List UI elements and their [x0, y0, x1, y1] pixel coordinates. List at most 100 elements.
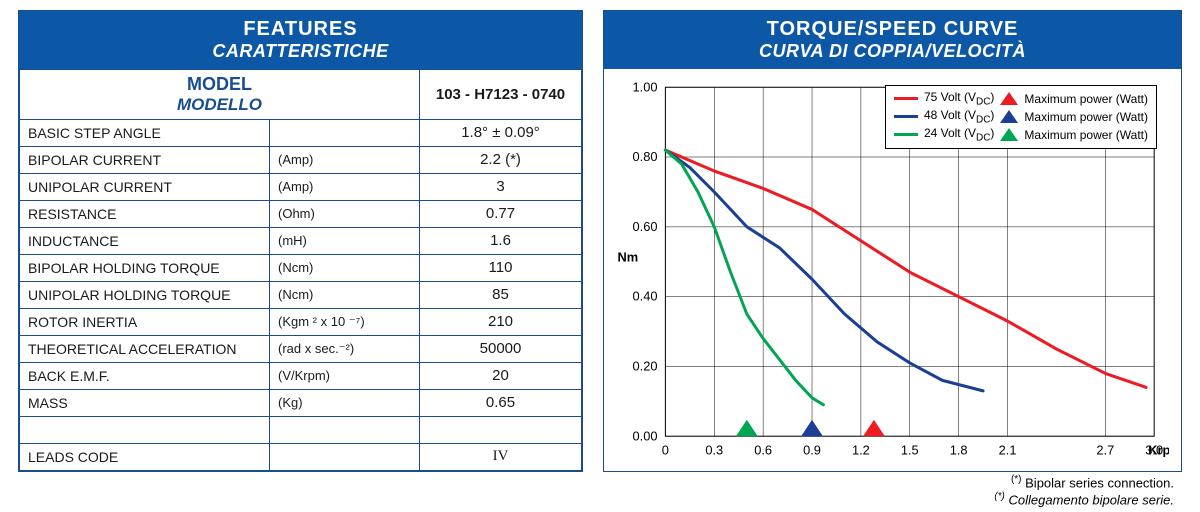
param-name: INDUCTANCE [20, 227, 270, 254]
features-table: MODEL MODELLO 103 - H7123 - 0740 BASIC S… [19, 69, 582, 471]
param-name: ROTOR INERTIA [20, 308, 270, 335]
param-value: 210 [420, 308, 582, 335]
param-value: 85 [420, 281, 582, 308]
footnote-it: Collegamento bipolare serie. [1009, 493, 1174, 508]
table-row: INDUCTANCE(mH)1.6 [20, 227, 582, 254]
param-name: UNIPOLAR HOLDING TORQUE [20, 281, 270, 308]
legend-triangle-icon [1000, 110, 1018, 123]
legend-row: 24 Volt (VDC) Maximum power (Watt) [894, 126, 1148, 144]
param-name: LEADS CODE [20, 443, 270, 470]
footnotes: (*) Bipolar series connection. (*) Colle… [18, 472, 1182, 509]
param-unit: (Amp) [270, 146, 420, 173]
table-row: THEORETICAL ACCELERATION(rad x sec.⁻²)50… [20, 335, 582, 362]
param-unit [270, 119, 420, 146]
model-label-it: MODELLO [20, 95, 419, 115]
legend-line-label: 48 Volt (VDC) [924, 108, 994, 125]
param-value: IV [420, 443, 582, 470]
param-name: RESISTANCE [20, 200, 270, 227]
svg-text:0: 0 [662, 442, 669, 457]
param-unit: (Ncm) [270, 281, 420, 308]
param-name: BACK E.M.F. [20, 362, 270, 389]
param-name: BASIC STEP ANGLE [20, 119, 270, 146]
param-unit: (Ohm) [270, 200, 420, 227]
param-unit: (Ncm) [270, 254, 420, 281]
legend-triangle-icon [1000, 128, 1018, 141]
legend-line-swatch [894, 97, 918, 100]
svg-text:0.80: 0.80 [633, 149, 658, 164]
param-value: 20 [420, 362, 582, 389]
param-value: 1.8° ± 0.09° [420, 119, 582, 146]
param-unit [270, 443, 420, 470]
svg-text:1.00: 1.00 [633, 79, 658, 94]
svg-text:0.60: 0.60 [633, 218, 658, 233]
param-name: BIPOLAR HOLDING TORQUE [20, 254, 270, 281]
table-row: UNIPOLAR HOLDING TORQUE(Ncm)85 [20, 281, 582, 308]
legend-row: 75 Volt (VDC) Maximum power (Watt) [894, 90, 1148, 108]
table-row: BASIC STEP ANGLE 1.8° ± 0.09° [20, 119, 582, 146]
model-row: MODEL MODELLO 103 - H7123 - 0740 [20, 69, 582, 119]
svg-text:Krpm: Krpm [1148, 442, 1169, 457]
svg-text:2.1: 2.1 [999, 442, 1017, 457]
legend-marker-label: Maximum power (Watt) [1024, 128, 1148, 142]
param-value: 1.6 [420, 227, 582, 254]
svg-text:2.7: 2.7 [1096, 442, 1114, 457]
chart-panel: TORQUE/SPEED CURVE CURVA DI COPPIA/VELOC… [603, 10, 1182, 472]
legend-marker-label: Maximum power (Watt) [1024, 110, 1148, 124]
footnote-marker: (*) [994, 491, 1005, 502]
legend-triangle-icon [1000, 92, 1018, 105]
table-row: BIPOLAR CURRENT(Amp)2.2 (*) [20, 146, 582, 173]
param-value: 110 [420, 254, 582, 281]
svg-text:0.6: 0.6 [754, 442, 772, 457]
chart-area: 0.000.200.400.600.801.0000.30.60.91.21.5… [604, 69, 1181, 471]
svg-text:Nm: Nm [618, 249, 639, 264]
param-name: MASS [20, 389, 270, 416]
table-row: ROTOR INERTIA(Kgm ² x 10 ⁻⁷)210 [20, 308, 582, 335]
chart-legend: 75 Volt (VDC)Maximum power (Watt)48 Volt… [885, 85, 1157, 149]
chart-header-it: CURVA DI COPPIA/VELOCITÀ [604, 41, 1181, 63]
features-header-it: CARATTERISTICHE [19, 41, 582, 63]
param-unit: (mH) [270, 227, 420, 254]
param-name: THEORETICAL ACCELERATION [20, 335, 270, 362]
param-unit: (Kg) [270, 389, 420, 416]
svg-text:0.00: 0.00 [633, 428, 658, 443]
svg-text:0.9: 0.9 [803, 442, 821, 457]
chart-header-en: TORQUE/SPEED CURVE [604, 17, 1181, 41]
param-value: 3 [420, 173, 582, 200]
param-name: UNIPOLAR CURRENT [20, 173, 270, 200]
model-code: 103 - H7123 - 0740 [420, 69, 582, 119]
model-label-en: MODEL [20, 74, 419, 95]
svg-text:0.3: 0.3 [705, 442, 723, 457]
table-row: MASS(Kg)0.65 [20, 389, 582, 416]
svg-text:0.20: 0.20 [633, 358, 658, 373]
param-unit: (rad x sec.⁻²) [270, 335, 420, 362]
table-row [20, 416, 582, 443]
table-row: UNIPOLAR CURRENT(Amp)3 [20, 173, 582, 200]
table-row: BACK E.M.F.(V/Krpm)20 [20, 362, 582, 389]
legend-marker-label: Maximum power (Watt) [1024, 92, 1148, 106]
table-row: BIPOLAR HOLDING TORQUE(Ncm)110 [20, 254, 582, 281]
table-row: LEADS CODE IV [20, 443, 582, 470]
svg-text:1.5: 1.5 [901, 442, 919, 457]
param-name [20, 416, 270, 443]
param-value: 0.77 [420, 200, 582, 227]
table-row: RESISTANCE(Ohm)0.77 [20, 200, 582, 227]
legend-line-label: 24 Volt (VDC) [924, 126, 994, 143]
param-name: BIPOLAR CURRENT [20, 146, 270, 173]
legend-line-swatch [894, 115, 918, 118]
param-value: 50000 [420, 335, 582, 362]
legend-line-label: 75 Volt (VDC) [924, 90, 994, 107]
footnote-marker: (*) [1011, 474, 1022, 485]
svg-text:1.8: 1.8 [950, 442, 968, 457]
features-header: FEATURES CARATTERISTICHE [19, 11, 582, 69]
features-panel: FEATURES CARATTERISTICHE MODEL MODELLO 1… [18, 10, 583, 472]
param-unit: (Kgm ² x 10 ⁻⁷) [270, 308, 420, 335]
param-value: 2.2 (*) [420, 146, 582, 173]
legend-line-swatch [894, 133, 918, 136]
param-unit: (Amp) [270, 173, 420, 200]
param-value [420, 416, 582, 443]
chart-header: TORQUE/SPEED CURVE CURVA DI COPPIA/VELOC… [604, 11, 1181, 69]
param-value: 0.65 [420, 389, 582, 416]
legend-row: 48 Volt (VDC) Maximum power (Watt) [894, 108, 1148, 126]
param-unit: (V/Krpm) [270, 362, 420, 389]
svg-text:1.2: 1.2 [852, 442, 870, 457]
